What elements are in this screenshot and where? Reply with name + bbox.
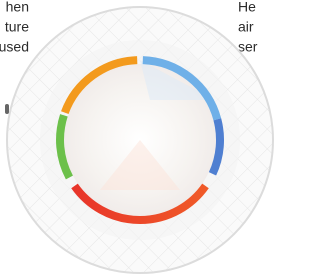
left-caption: hen ture used: [0, 0, 29, 55]
caption-line: hen: [6, 0, 29, 15]
side-button: [5, 104, 9, 114]
caption-line: ture: [5, 19, 29, 35]
right-caption: He air ser: [238, 0, 258, 55]
product-image: hen ture used He air ser: [0, 0, 274, 274]
caption-line: He: [238, 0, 256, 15]
caption-line: used: [0, 39, 29, 55]
caption-line: air: [238, 19, 254, 35]
